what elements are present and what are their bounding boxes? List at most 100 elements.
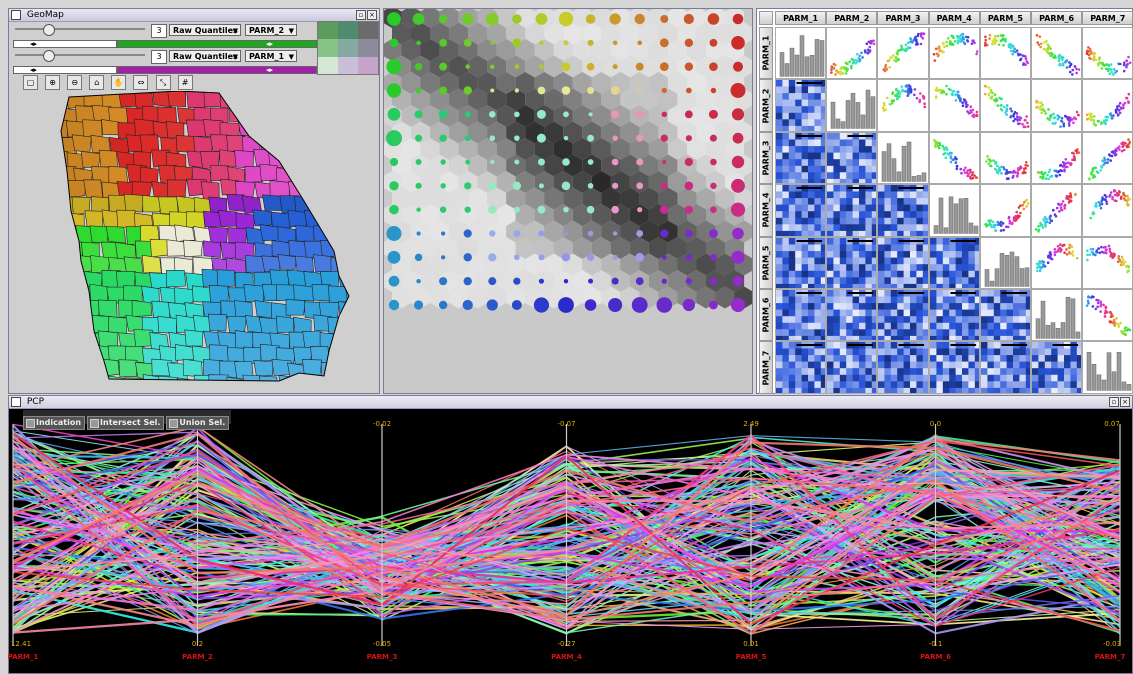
county-polygon[interactable] [346,345,366,363]
scatter-point[interactable] [1000,98,1003,101]
som-node-circle[interactable] [731,155,745,169]
scatter-point[interactable] [1092,212,1096,215]
som-node-circle[interactable] [512,181,522,191]
scatter-point[interactable] [905,43,908,46]
hexagon-cell[interactable] [496,72,516,94]
som-node-circle[interactable] [488,181,497,190]
county-polygon[interactable] [330,194,349,212]
county-polygon[interactable] [262,194,283,211]
scatter-point[interactable] [948,40,952,44]
scatter-point[interactable] [945,44,948,48]
scatter-point[interactable] [886,96,889,100]
scatter-point[interactable] [889,103,892,106]
scatter-point[interactable] [958,167,962,171]
density-cell[interactable] [877,289,929,342]
scatter-point[interactable] [969,105,972,109]
scatter-point[interactable] [1036,269,1039,272]
scatter-point[interactable] [964,101,967,104]
scatter-point[interactable] [954,161,957,164]
county-polygon[interactable] [210,164,230,182]
density-cell[interactable] [775,236,827,289]
scatter-point[interactable] [1077,151,1081,154]
county-polygon[interactable] [258,317,279,334]
scatter-point[interactable] [956,39,959,42]
county-polygons[interactable] [49,91,367,391]
hexagon-cell[interactable] [420,237,440,259]
hexagon-cell[interactable] [420,138,440,160]
scatter-point[interactable] [1097,62,1101,65]
scatter-point[interactable] [988,33,992,37]
county-polygon[interactable] [167,179,187,198]
scatter-point[interactable] [1064,165,1067,168]
scatter-point[interactable] [854,61,858,65]
scatter-point[interactable] [940,92,943,95]
som-node-circle[interactable] [659,205,669,214]
county-polygon[interactable] [50,180,70,199]
scatter-point[interactable] [1041,109,1045,112]
scatter-point[interactable] [1035,100,1039,104]
scatter-point[interactable] [840,65,844,69]
scatter-point[interactable] [1036,41,1039,44]
scatter-point[interactable] [1127,55,1130,59]
scatter-point[interactable] [1025,60,1028,63]
county-polygon[interactable] [311,194,330,213]
scatter-point[interactable] [920,34,923,38]
scatter-point[interactable] [1045,220,1049,224]
scatter-point[interactable] [986,154,989,158]
county-polygon[interactable] [139,166,159,184]
hexagon-cell[interactable] [420,72,440,94]
scatter-point[interactable] [950,93,954,97]
hexagon-cell[interactable] [553,39,573,61]
scatter-point[interactable] [956,91,959,94]
scatter-point[interactable] [954,99,957,103]
scatter-point[interactable] [1068,161,1072,165]
som-node-circle[interactable] [685,254,693,261]
hexagon-cell[interactable] [572,9,592,28]
som-node-circle[interactable] [489,135,496,141]
scatter-point[interactable] [1093,175,1097,178]
scatter-point[interactable] [1039,221,1042,225]
som-node-circle[interactable] [439,134,447,142]
hexagon-cell[interactable] [392,22,411,45]
scatter-point[interactable] [1087,295,1090,299]
scatter-point[interactable] [1110,63,1113,66]
hexagon-cell[interactable] [648,105,668,127]
scatter-point[interactable] [896,93,899,97]
scatter-point[interactable] [1061,200,1065,203]
scatter-point[interactable] [1049,114,1052,118]
som-node-circle[interactable] [684,110,693,119]
county-polygon[interactable] [167,91,187,108]
scatter-point[interactable] [1042,174,1045,178]
scatter-point[interactable] [1042,47,1046,51]
hexagon-cell[interactable] [677,22,697,45]
county-polygon[interactable] [253,359,274,377]
scatter-point[interactable] [1047,108,1050,112]
hexagon-cell[interactable] [496,105,516,127]
hexagon-cell[interactable] [544,88,564,111]
hexagon-cell[interactable] [420,9,440,28]
scatter-point[interactable] [999,229,1003,233]
hexagon-cell[interactable] [563,55,583,78]
county-polygon[interactable] [182,358,203,378]
county-polygon[interactable] [336,149,356,168]
scatter-point[interactable] [1097,246,1101,250]
scatter-point[interactable] [1098,56,1102,59]
hexagon-cell[interactable] [468,187,488,210]
density-cell[interactable] [775,184,827,237]
density-cell[interactable] [928,236,980,289]
county-polygon[interactable] [288,91,307,109]
scatter-point[interactable] [1016,172,1020,175]
scatter-point[interactable] [1097,171,1100,174]
scatter-point[interactable] [1053,253,1057,256]
county-polygon[interactable] [216,269,236,288]
scatter-point[interactable] [1098,204,1102,207]
scatter-point[interactable] [910,38,913,41]
scatter-point[interactable] [1123,198,1127,202]
county-polygon[interactable] [208,196,228,213]
scatter-point[interactable] [918,99,922,102]
hexagon-cell[interactable] [430,22,450,45]
som-node-circle[interactable] [412,13,425,25]
county-polygon[interactable] [242,374,263,391]
county-polygon[interactable] [270,211,292,231]
scatter-point[interactable] [1024,166,1027,170]
